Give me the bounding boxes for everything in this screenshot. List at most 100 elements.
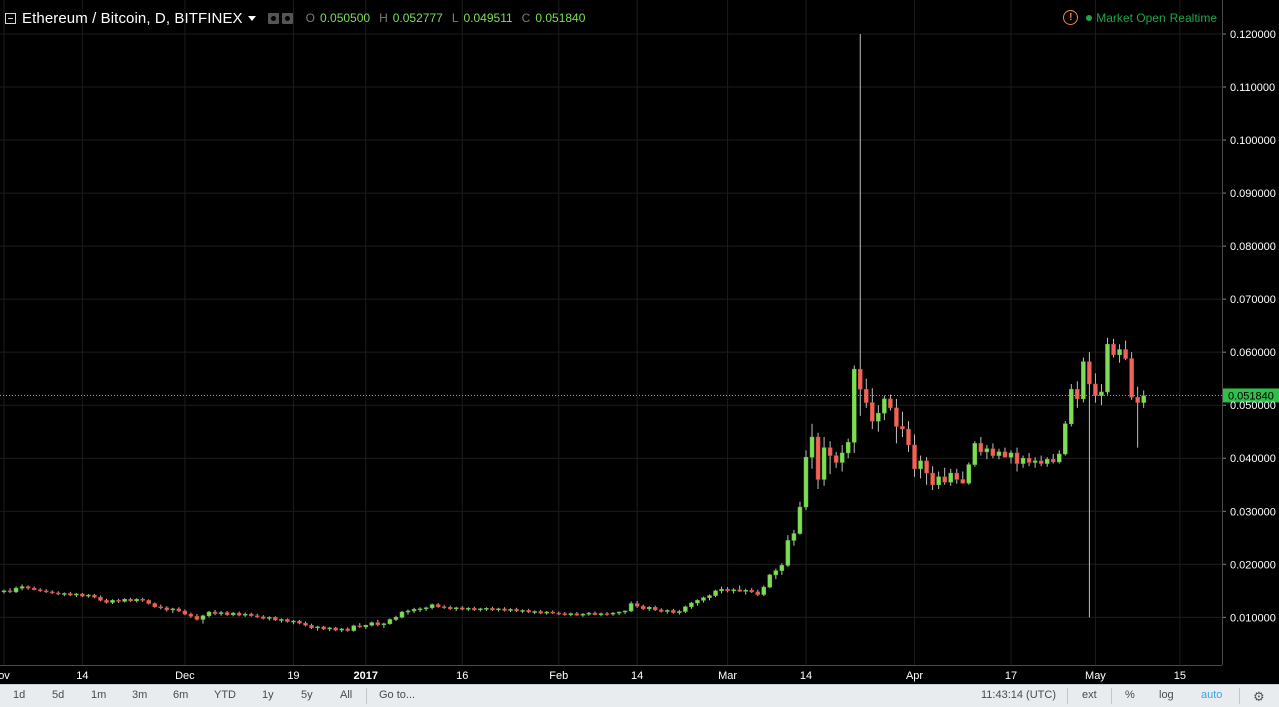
auto-toggle[interactable]: auto bbox=[1201, 689, 1223, 701]
candle bbox=[194, 614, 200, 621]
candle bbox=[19, 584, 25, 591]
percent-toggle[interactable]: % bbox=[1125, 689, 1135, 701]
toolbar-divider bbox=[1239, 688, 1240, 704]
candle bbox=[393, 615, 399, 622]
candle-body-down bbox=[194, 616, 200, 620]
open-value: 0.050500 bbox=[320, 11, 371, 25]
range-1y-button[interactable]: 1y bbox=[262, 689, 274, 701]
utc-clock[interactable]: 11:43:14 (UTC) bbox=[981, 689, 1056, 701]
candle bbox=[218, 610, 224, 616]
candle-body-up bbox=[170, 608, 176, 611]
range-all-button[interactable]: All bbox=[340, 689, 353, 701]
candle bbox=[864, 378, 869, 408]
candle bbox=[345, 627, 350, 632]
candle bbox=[140, 597, 145, 602]
candle bbox=[68, 591, 73, 597]
candle bbox=[990, 443, 996, 459]
candle bbox=[592, 611, 598, 616]
candle-body-up bbox=[496, 608, 501, 611]
price-chart[interactable]: 0.051840 0.010000 0.020000 0.030000 0.04000… bbox=[0, 0, 1279, 684]
candle bbox=[104, 598, 109, 604]
candle bbox=[821, 437, 827, 486]
range-1d-button[interactable]: 1d bbox=[13, 689, 26, 701]
candle bbox=[369, 621, 375, 627]
log-toggle[interactable]: log bbox=[1159, 689, 1174, 701]
y-tick-label: 0.030000 bbox=[1230, 506, 1276, 518]
candle bbox=[25, 585, 31, 590]
candles bbox=[1, 34, 1146, 633]
high-value: 0.052777 bbox=[392, 11, 443, 25]
collapse-legend-icon[interactable] bbox=[5, 12, 16, 24]
candle bbox=[484, 607, 489, 611]
candle bbox=[1020, 455, 1026, 468]
range-3m-button[interactable]: 3m bbox=[132, 689, 148, 701]
x-tick-label: ov bbox=[0, 670, 10, 682]
candle bbox=[405, 609, 411, 615]
candle-body-down bbox=[526, 610, 531, 613]
candle bbox=[839, 444, 845, 472]
candle-body-up bbox=[532, 611, 537, 613]
candle-body-up bbox=[399, 611, 405, 618]
candle-body-down bbox=[98, 596, 103, 601]
ext-toggle[interactable]: ext bbox=[1082, 689, 1097, 701]
candle bbox=[447, 605, 453, 610]
candle bbox=[146, 599, 151, 605]
candle bbox=[188, 612, 194, 618]
y-tick-label: 0.080000 bbox=[1230, 241, 1276, 253]
candle-body-down bbox=[1026, 457, 1032, 463]
candle-body-up bbox=[761, 586, 767, 595]
gear-icon[interactable]: ⚙ bbox=[1253, 689, 1265, 704]
symbol-title[interactable]: Ethereum / Bitcoin, D, BITFINEX bbox=[22, 9, 243, 27]
range-5y-button[interactable]: 5y bbox=[301, 689, 313, 701]
candle bbox=[315, 625, 320, 631]
format-icon[interactable] bbox=[281, 12, 293, 24]
x-tick-label: 14 bbox=[631, 670, 643, 682]
time-axis[interactable]: ov 14 Dec 19 2017 16 Feb 14 Mar 14 Apr 17 May 15 bbox=[0, 665, 1222, 683]
candle-body-down bbox=[954, 472, 959, 480]
candle-body-up bbox=[646, 607, 652, 610]
candle-body-up bbox=[315, 626, 320, 629]
candle bbox=[339, 627, 344, 633]
candle-body-up bbox=[110, 600, 115, 603]
candle-body-up bbox=[936, 476, 941, 486]
symbol-dropdown-icon[interactable] bbox=[247, 15, 256, 21]
x-tick-label: Apr bbox=[906, 670, 923, 682]
candle-body-up bbox=[13, 587, 19, 593]
range-5d-button[interactable]: 5d bbox=[52, 689, 65, 701]
candle-body-up bbox=[966, 464, 972, 484]
candle bbox=[1087, 352, 1092, 618]
candle-body-down bbox=[80, 593, 85, 597]
low-label: L bbox=[451, 11, 459, 25]
candle-body-up bbox=[466, 608, 471, 610]
candle bbox=[858, 34, 863, 416]
candle-body-up bbox=[677, 611, 682, 613]
candle-body-down bbox=[309, 625, 314, 629]
candle-body-up bbox=[580, 613, 586, 616]
candle-body-down bbox=[140, 599, 145, 601]
candle bbox=[948, 468, 953, 486]
candle-body-down bbox=[345, 628, 350, 631]
candle bbox=[261, 615, 266, 620]
goto-button[interactable]: Go to... bbox=[379, 689, 416, 701]
candle-body-down bbox=[671, 610, 676, 613]
candle bbox=[381, 622, 387, 628]
candle bbox=[598, 612, 604, 617]
settings-icon[interactable] bbox=[267, 12, 279, 24]
candle bbox=[351, 624, 356, 632]
candle-body-up bbox=[429, 604, 435, 609]
candle-body-up bbox=[363, 625, 369, 628]
candle bbox=[478, 607, 483, 612]
candle-body-up bbox=[62, 593, 67, 595]
range-ytd-button[interactable]: YTD bbox=[214, 689, 236, 701]
range-6m-button[interactable]: 6m bbox=[173, 689, 189, 701]
market-status[interactable]: ! Market Open Realtime bbox=[1063, 10, 1217, 25]
candle-body-down bbox=[502, 608, 507, 611]
range-1m-button[interactable]: 1m bbox=[91, 689, 107, 701]
warning-icon[interactable]: ! bbox=[1063, 10, 1079, 25]
candle bbox=[634, 600, 640, 608]
price-axis[interactable]: 0.010000 0.020000 0.030000 0.040000 0.050000… bbox=[1222, 0, 1276, 665]
candle bbox=[357, 623, 363, 628]
candle-body-up bbox=[351, 625, 356, 631]
candle-body-down bbox=[447, 607, 453, 610]
candle bbox=[912, 434, 917, 477]
